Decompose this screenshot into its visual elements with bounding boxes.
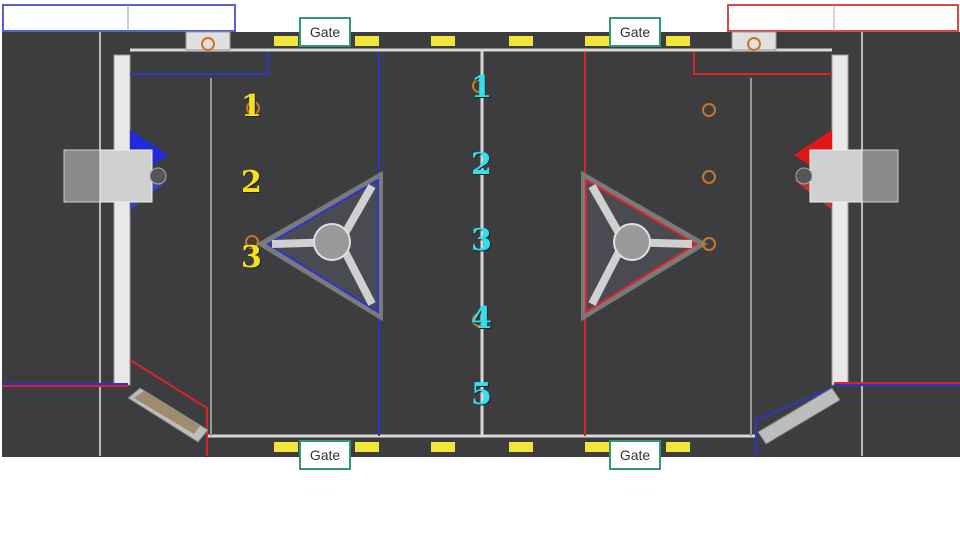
wall-marker bbox=[666, 36, 690, 46]
yellow-number-2: 2 bbox=[241, 165, 262, 200]
blue-top-box bbox=[185, 31, 231, 51]
gate-top-right: Gate bbox=[609, 17, 661, 47]
red-corner-ramp bbox=[757, 387, 841, 445]
yellow-number-3: 3 bbox=[241, 240, 262, 275]
wall-marker bbox=[274, 36, 298, 46]
wall-marker bbox=[431, 442, 455, 452]
wall-marker bbox=[509, 36, 533, 46]
blue-platform bbox=[256, 170, 383, 322]
red-goal bbox=[794, 130, 899, 210]
red-platform bbox=[581, 170, 708, 322]
wall-marker bbox=[274, 442, 298, 452]
wall-marker bbox=[585, 36, 609, 46]
ring-markers bbox=[245, 79, 716, 327]
cyan-number-3: 3 bbox=[471, 223, 492, 258]
gate-bottom-right: Gate bbox=[609, 440, 661, 470]
wall-marker bbox=[509, 442, 533, 452]
wall-marker bbox=[585, 442, 609, 452]
red-corner-panel bbox=[727, 4, 959, 32]
cyan-number-5: 5 bbox=[471, 377, 492, 412]
blue-corner-ramp bbox=[127, 387, 209, 443]
cyan-number-2: 2 bbox=[471, 147, 492, 182]
blue-goal bbox=[63, 130, 168, 210]
gate-top-left: Gate bbox=[299, 17, 351, 47]
wall-marker bbox=[431, 36, 455, 46]
red-top-box bbox=[731, 31, 777, 51]
wall-marker bbox=[666, 442, 690, 452]
wall-marker bbox=[355, 442, 379, 452]
yellow-number-1: 1 bbox=[241, 89, 262, 124]
blue-corner-panel bbox=[2, 4, 236, 32]
cyan-number-4: 4 bbox=[471, 301, 492, 336]
gate-bottom-left: Gate bbox=[299, 440, 351, 470]
wall-marker bbox=[355, 36, 379, 46]
cyan-number-1: 1 bbox=[471, 70, 492, 105]
